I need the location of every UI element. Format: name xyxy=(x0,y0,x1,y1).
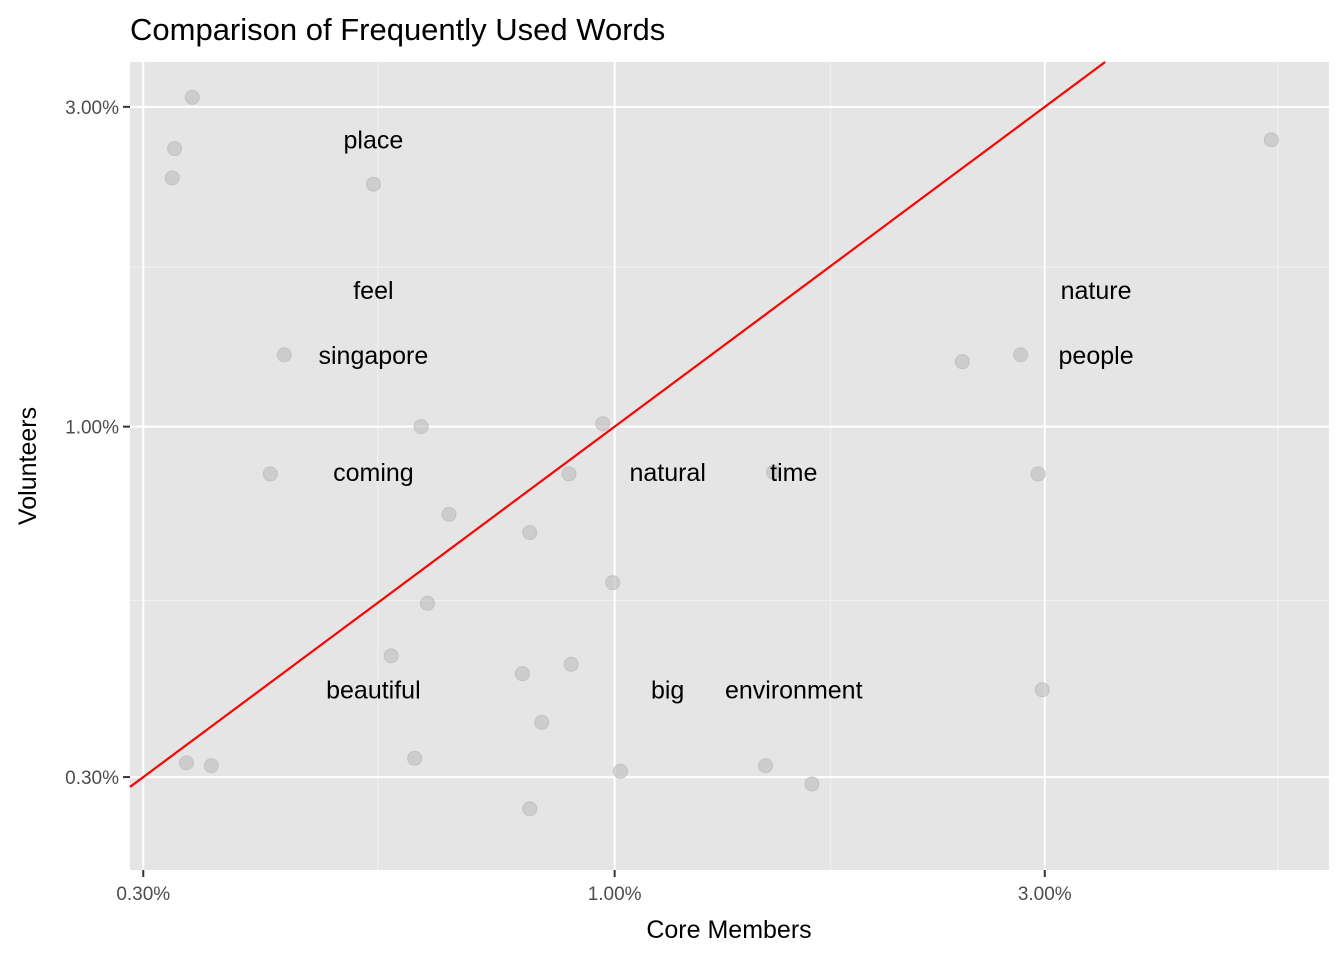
y-tick-label: 3.00% xyxy=(65,98,119,119)
data-point xyxy=(276,347,292,363)
data-point xyxy=(765,464,781,480)
word-label-place: place xyxy=(344,127,404,155)
data-point xyxy=(522,525,538,541)
x-tick-label: 1.00% xyxy=(588,884,642,905)
data-point xyxy=(419,595,435,611)
word-label-people: people xyxy=(1059,342,1134,370)
chart-title: Comparison of Frequently Used Words xyxy=(130,12,665,47)
y-tick-label: 1.00% xyxy=(65,418,119,439)
data-point xyxy=(407,750,423,766)
word-label-feel: feel xyxy=(353,277,393,305)
data-point xyxy=(441,506,457,522)
data-point xyxy=(383,648,399,664)
word-label-beautiful: beautiful xyxy=(326,677,421,705)
data-point xyxy=(534,714,550,730)
word-label-natural: natural xyxy=(629,459,705,487)
data-point xyxy=(954,354,970,370)
major-gridlines xyxy=(130,62,1329,870)
x-tick-label: 0.30% xyxy=(116,884,170,905)
data-point xyxy=(595,416,611,432)
plot-panel xyxy=(130,62,1329,870)
data-point xyxy=(605,575,621,591)
data-point xyxy=(413,419,429,435)
data-point xyxy=(563,656,579,672)
data-point xyxy=(184,89,200,105)
data-point xyxy=(1030,466,1046,482)
data-points xyxy=(164,89,1279,817)
y-axis-title: Volunteers xyxy=(14,407,42,525)
word-label-coming: coming xyxy=(333,459,414,487)
data-point xyxy=(365,176,381,192)
minor-gridlines xyxy=(130,62,1329,870)
x-axis: 0.30% 1.00% 3.00% xyxy=(116,870,1072,905)
data-point xyxy=(203,758,219,774)
data-point xyxy=(262,466,278,482)
data-point xyxy=(522,801,538,817)
data-point xyxy=(1034,682,1050,698)
word-label-environment: environment xyxy=(725,677,863,705)
data-point xyxy=(167,141,183,157)
data-point xyxy=(804,776,820,792)
data-point xyxy=(612,763,628,779)
data-point xyxy=(178,755,194,771)
data-point xyxy=(757,758,773,774)
y-axis: 0.30% 1.00% 3.00% xyxy=(65,98,130,789)
word-labels: place feel singapore coming natural time natur… xyxy=(318,127,1133,705)
reference-line xyxy=(129,61,1106,788)
word-label-big: big xyxy=(651,677,684,705)
x-axis-title: Core Members xyxy=(646,916,811,944)
x-tick-label: 3.00% xyxy=(1018,884,1072,905)
word-label-time: time xyxy=(770,459,817,487)
data-point xyxy=(514,666,530,682)
y-tick-label: 0.30% xyxy=(65,768,119,789)
data-point xyxy=(1013,347,1029,363)
data-point xyxy=(561,466,577,482)
data-point xyxy=(1263,132,1279,148)
word-label-nature: nature xyxy=(1061,277,1132,305)
data-point xyxy=(164,170,180,186)
word-label-singapore: singapore xyxy=(318,342,428,370)
